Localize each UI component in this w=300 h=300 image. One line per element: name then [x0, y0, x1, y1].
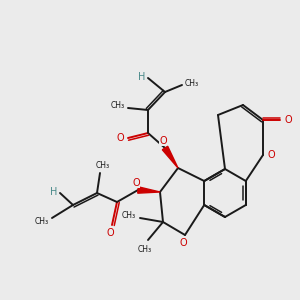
Text: CH₃: CH₃: [111, 101, 125, 110]
Text: CH₃: CH₃: [138, 244, 152, 253]
Text: O: O: [159, 136, 167, 146]
Text: O: O: [106, 228, 114, 238]
Text: H: H: [138, 72, 146, 82]
Text: O: O: [284, 115, 292, 125]
Text: O: O: [132, 178, 140, 188]
Text: CH₃: CH₃: [35, 218, 49, 226]
Text: O: O: [267, 150, 275, 160]
Text: CH₃: CH₃: [96, 160, 110, 169]
Text: CH₃: CH₃: [122, 211, 136, 220]
Text: H: H: [50, 187, 58, 197]
Text: CH₃: CH₃: [185, 79, 199, 88]
Text: O: O: [116, 133, 124, 143]
Polygon shape: [162, 146, 178, 168]
Polygon shape: [138, 187, 160, 193]
Text: O: O: [179, 238, 187, 248]
